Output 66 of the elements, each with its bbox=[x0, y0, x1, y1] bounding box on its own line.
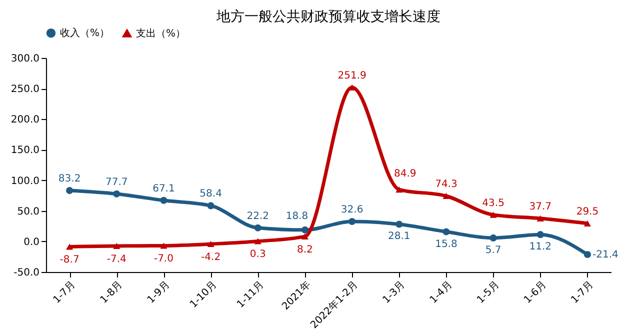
point bbox=[490, 234, 497, 242]
point bbox=[584, 220, 591, 226]
data-label: 29.5 bbox=[576, 206, 599, 218]
data-label: 28.1 bbox=[388, 231, 410, 242]
data-label: 84.9 bbox=[394, 168, 416, 180]
y-tick-label: 100.0 bbox=[10, 176, 40, 187]
x-tick-label: 1-7月 bbox=[569, 280, 596, 306]
x-tick-label: 1-8月 bbox=[98, 280, 125, 306]
y-tick-label: 150.0 bbox=[10, 145, 40, 156]
data-label: 15.8 bbox=[435, 238, 458, 250]
point bbox=[254, 224, 262, 232]
point bbox=[442, 228, 450, 236]
point bbox=[113, 242, 120, 250]
x-tick-label: 1-9月 bbox=[146, 280, 172, 306]
data-label: 67.1 bbox=[152, 183, 175, 194]
x-tick-label: 1-4月 bbox=[428, 280, 454, 306]
data-label: -7.0 bbox=[154, 254, 174, 265]
data-label: -7.4 bbox=[106, 254, 126, 265]
x-tick-label: 1-7月 bbox=[51, 280, 78, 306]
data-label: 77.7 bbox=[105, 176, 128, 188]
point bbox=[584, 250, 591, 258]
chart-title: 地方一般公共财政预算收支增长速度 bbox=[216, 9, 440, 25]
data-label: 58.4 bbox=[200, 188, 222, 200]
y-tick-label: -50.0 bbox=[14, 268, 40, 278]
data-label: 22.2 bbox=[246, 210, 270, 222]
point bbox=[207, 240, 214, 248]
point bbox=[396, 220, 403, 228]
data-label: 8.2 bbox=[297, 244, 313, 256]
legend-label: 支出（%） bbox=[136, 27, 186, 40]
x-tick-label: 1-5月 bbox=[475, 280, 502, 306]
data-label: 18.8 bbox=[286, 210, 308, 222]
point bbox=[348, 218, 356, 226]
y-tick-label: 50.0 bbox=[17, 206, 40, 218]
point bbox=[160, 196, 168, 204]
data-label: 0.3 bbox=[250, 249, 266, 260]
x-tick-label: 1-3月 bbox=[380, 280, 408, 306]
data-label: -21.4 bbox=[592, 250, 618, 261]
point bbox=[113, 190, 120, 198]
data-label: -4.2 bbox=[201, 252, 221, 263]
data-label: 251.9 bbox=[338, 70, 366, 82]
data-label: 74.3 bbox=[435, 179, 458, 190]
point bbox=[490, 212, 497, 218]
point bbox=[301, 226, 308, 234]
legend-label: 收入（%） bbox=[60, 27, 110, 40]
point bbox=[160, 242, 168, 249]
point bbox=[66, 187, 74, 194]
data-label: 5.7 bbox=[485, 244, 502, 256]
y-tick-label: 0.0 bbox=[24, 236, 40, 248]
data-label: 11.2 bbox=[529, 242, 552, 253]
data-label: 43.5 bbox=[482, 198, 504, 209]
point bbox=[207, 202, 214, 210]
point bbox=[442, 192, 450, 200]
point bbox=[66, 244, 74, 250]
data-label: -8.7 bbox=[60, 254, 80, 266]
y-tick-label: 300.0 bbox=[10, 54, 40, 64]
data-label: 32.6 bbox=[340, 204, 364, 216]
x-tick-label: 1-6月 bbox=[522, 280, 549, 306]
y-tick-label: 200.0 bbox=[10, 114, 40, 126]
data-label: 83.2 bbox=[58, 174, 81, 185]
point bbox=[536, 215, 544, 222]
point bbox=[536, 231, 544, 238]
point bbox=[254, 238, 262, 244]
point bbox=[301, 233, 308, 240]
point bbox=[396, 186, 403, 193]
y-tick-label: 250.0 bbox=[10, 84, 40, 96]
data-label: 37.7 bbox=[529, 201, 552, 212]
